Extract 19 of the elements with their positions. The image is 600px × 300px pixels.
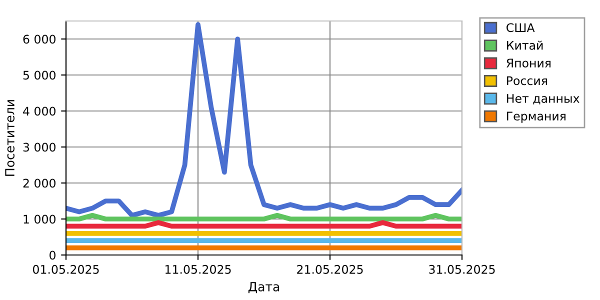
x-tick-label: 01.05.2025	[32, 264, 99, 274]
x-tick-label: 21.05.2025	[297, 264, 363, 274]
y-tick-label: 6 000	[23, 34, 56, 44]
x-tick-label: 11.05.2025	[166, 264, 231, 274]
y-tick-label: 0	[50, 250, 56, 260]
y-tick-label: 4 000	[23, 106, 56, 116]
x-axis-title: Дата	[248, 282, 280, 294]
y-tick-label: 5 000	[23, 70, 56, 80]
legend-label: Россия	[507, 76, 547, 86]
y-tick-label: 2 000	[23, 178, 56, 188]
legend-label: Германия	[507, 112, 566, 123]
legend-label: Китай	[507, 40, 543, 50]
legend-label: Япония	[506, 58, 551, 68]
y-tick-label: 1 000	[24, 214, 56, 224]
legend-label: Нет данных	[507, 94, 580, 104]
y-axis-title: Посетители	[5, 100, 15, 176]
x-tick-label: 31.05.2025	[429, 264, 495, 274]
y-tick-label: 3 000	[23, 142, 56, 152]
legend-label: США	[506, 23, 535, 32]
